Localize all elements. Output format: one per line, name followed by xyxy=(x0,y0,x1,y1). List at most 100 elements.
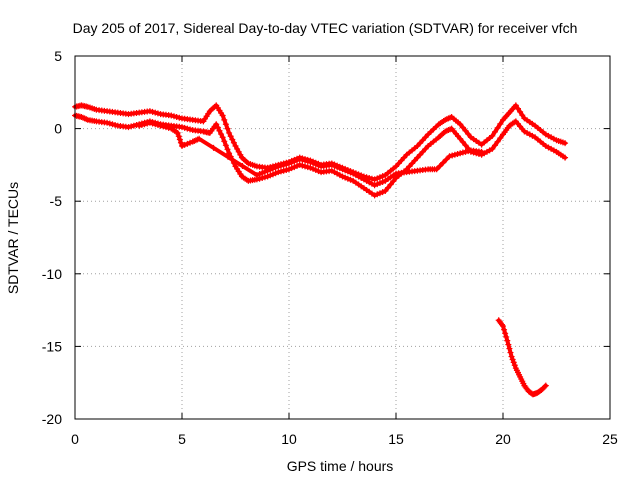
data-point-marker xyxy=(226,129,233,136)
data-point-marker xyxy=(562,154,569,161)
y-tick-label: 0 xyxy=(54,121,62,137)
data-point-marker xyxy=(302,157,309,164)
data-point-marker xyxy=(509,356,516,363)
data-point-marker xyxy=(457,121,464,128)
data-point-marker xyxy=(328,161,335,168)
axis-ticks: 0 5 10 15 20 25 5 0 -5 -10 -15 -20 xyxy=(42,48,618,447)
data-point-marker xyxy=(462,127,469,134)
data-point-marker xyxy=(291,158,298,165)
data-point-marker xyxy=(256,170,263,177)
data-point-marker xyxy=(422,134,429,141)
series-track-mid xyxy=(136,119,485,189)
data-point-marker xyxy=(144,120,151,127)
data-point-marker xyxy=(519,112,526,119)
data-point-marker xyxy=(283,166,290,173)
data-point-marker xyxy=(222,121,229,128)
data-point-marker xyxy=(261,168,268,175)
data-point-marker xyxy=(225,153,232,160)
data-point-marker xyxy=(154,121,161,128)
data-point-marker xyxy=(507,349,514,356)
x-tick-label: 10 xyxy=(281,431,297,447)
data-point-marker xyxy=(149,108,156,115)
data-point-marker xyxy=(500,323,506,330)
data-point-marker xyxy=(272,164,279,171)
data-point-marker xyxy=(294,162,301,169)
data-point-marker xyxy=(401,154,408,161)
data-point-marker xyxy=(187,139,194,146)
data-point-marker xyxy=(562,140,569,147)
data-point-marker xyxy=(218,131,225,138)
data-point-marker xyxy=(374,191,381,198)
data-point-marker xyxy=(286,166,292,173)
data-point-marker xyxy=(168,112,175,119)
series-track-isolated xyxy=(495,317,549,398)
x-tick-label: 0 xyxy=(71,431,79,447)
data-point-marker xyxy=(459,139,466,146)
data-point-marker xyxy=(417,140,424,147)
data-point-marker xyxy=(502,330,509,337)
data-point-marker xyxy=(125,124,132,131)
data-point-marker xyxy=(376,190,383,197)
data-point-marker xyxy=(339,173,346,180)
data-point-marker xyxy=(177,139,184,146)
data-point-marker xyxy=(510,359,517,366)
data-point-marker xyxy=(196,135,203,142)
data-point-marker xyxy=(259,174,266,181)
x-axis-label: GPS time / hours xyxy=(287,458,394,474)
data-point-marker xyxy=(184,140,191,147)
y-tick-label: -20 xyxy=(42,411,62,427)
data-point-marker xyxy=(230,139,237,146)
data-point-marker xyxy=(152,121,159,128)
data-series-group xyxy=(72,102,569,398)
data-point-marker xyxy=(465,131,472,138)
data-point-marker xyxy=(512,102,519,109)
data-point-marker xyxy=(210,144,217,151)
data-point-marker xyxy=(216,127,223,134)
data-point-marker xyxy=(299,156,306,163)
data-point-marker xyxy=(491,142,498,149)
data-point-marker xyxy=(307,158,314,165)
data-point-marker xyxy=(239,162,246,169)
data-point-marker xyxy=(398,157,405,164)
data-point-marker xyxy=(275,169,282,176)
data-point-marker xyxy=(149,120,156,127)
data-point-marker xyxy=(379,178,386,185)
data-point-marker xyxy=(506,345,513,352)
y-tick-label: -10 xyxy=(42,266,62,282)
data-point-marker xyxy=(267,172,274,179)
data-point-marker xyxy=(187,126,194,133)
data-point-marker xyxy=(342,174,349,181)
x-tick-label: 20 xyxy=(495,431,511,447)
data-point-marker xyxy=(307,164,314,171)
data-point-marker xyxy=(419,137,426,144)
data-point-marker xyxy=(376,180,383,187)
data-point-marker xyxy=(462,142,469,149)
data-point-marker xyxy=(409,160,416,167)
data-point-marker xyxy=(170,113,177,120)
data-point-marker xyxy=(296,156,303,163)
data-point-marker xyxy=(264,173,271,180)
data-point-marker xyxy=(489,145,496,152)
data-point-marker xyxy=(224,146,231,153)
data-point-marker xyxy=(106,120,113,127)
data-point-marker xyxy=(291,164,298,171)
data-point-marker xyxy=(294,157,301,164)
data-point-marker xyxy=(344,168,351,175)
data-point-marker xyxy=(436,162,443,169)
data-point-marker xyxy=(497,120,504,127)
data-point-marker xyxy=(371,176,378,183)
data-point-marker xyxy=(302,163,309,170)
data-point-marker xyxy=(541,383,548,390)
data-point-marker xyxy=(503,333,510,340)
data-point-marker xyxy=(379,189,386,196)
data-point-marker xyxy=(288,165,295,172)
data-point-marker xyxy=(517,108,524,115)
data-point-marker xyxy=(214,124,221,131)
data-point-marker xyxy=(219,134,226,141)
data-point-marker xyxy=(419,148,426,155)
data-point-marker xyxy=(222,142,229,149)
data-point-marker xyxy=(253,172,260,179)
data-point-marker xyxy=(152,109,159,116)
data-point-marker xyxy=(382,188,389,195)
